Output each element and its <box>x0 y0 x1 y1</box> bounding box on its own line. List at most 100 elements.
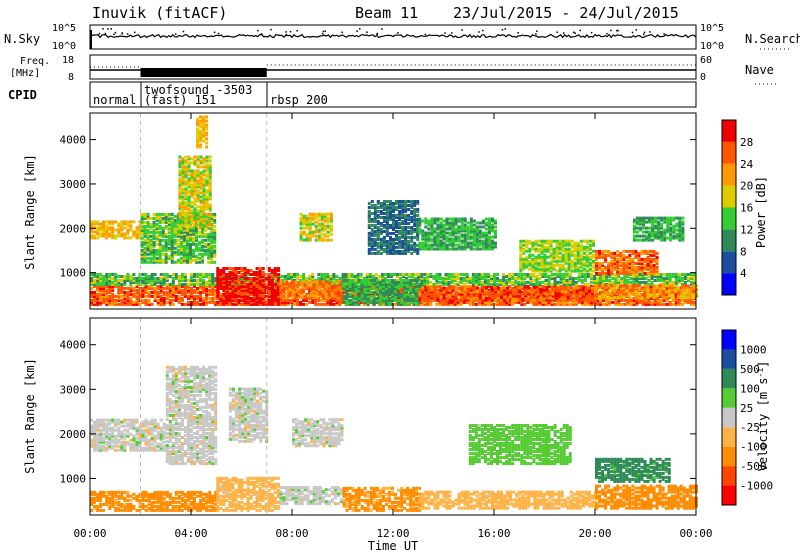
power-cell <box>591 292 594 296</box>
power-cell <box>462 300 466 304</box>
power-cell <box>421 296 425 300</box>
power-cell <box>105 228 109 232</box>
power-cell <box>114 236 118 240</box>
power-cell <box>610 267 614 271</box>
power-cell <box>417 302 421 306</box>
power-cell <box>399 288 403 292</box>
freq-tick-top: 18 <box>62 55 74 66</box>
power-cell <box>223 294 227 298</box>
power-cell <box>326 300 330 304</box>
power-cell <box>126 296 130 300</box>
power-cell <box>214 280 218 284</box>
power-cell <box>201 232 205 236</box>
power-cell <box>202 169 206 173</box>
power-cell <box>143 212 147 216</box>
power-cell <box>329 279 333 282</box>
power-cell <box>625 261 629 265</box>
power-cell <box>170 236 174 240</box>
power-cell <box>111 292 115 296</box>
power-cell <box>144 288 148 292</box>
power-cell <box>300 292 304 296</box>
power-cell <box>483 277 487 280</box>
power-cell <box>423 284 427 288</box>
power-cell <box>653 302 657 306</box>
power-cell <box>182 254 186 258</box>
power-cell <box>580 275 584 278</box>
power-cell <box>622 284 626 288</box>
power-cell <box>659 277 663 280</box>
power-cell <box>273 282 277 286</box>
power-cell <box>450 300 454 304</box>
power-cell <box>565 300 569 304</box>
power-cell <box>584 288 588 292</box>
power-cell <box>199 223 203 227</box>
power-cell <box>670 286 674 290</box>
power-cell <box>261 290 265 294</box>
power-cell <box>559 279 563 282</box>
power-cell <box>599 275 602 278</box>
power-cell <box>598 251 601 255</box>
power-cell <box>120 284 124 288</box>
power-cell <box>117 275 121 278</box>
power-cell <box>565 302 569 306</box>
power-cell <box>468 300 472 304</box>
power-cell <box>617 302 621 306</box>
power-cell <box>478 294 482 298</box>
power-cell <box>140 220 144 224</box>
power-cell <box>176 244 180 248</box>
power-cell <box>178 179 182 183</box>
power-cell <box>213 260 217 264</box>
power-cell <box>176 234 180 238</box>
power-cell <box>378 284 382 288</box>
power-cell <box>123 296 127 300</box>
power-cell <box>249 300 253 304</box>
power-cell <box>189 238 192 242</box>
power-cell <box>409 296 413 300</box>
power-cell <box>183 290 187 294</box>
power-cell <box>199 143 203 147</box>
power-cell <box>604 253 608 257</box>
power-cell <box>144 286 148 290</box>
power-cell <box>469 294 473 298</box>
power-cell <box>350 292 354 296</box>
power-cell <box>374 290 378 294</box>
power-cell <box>673 290 677 294</box>
power-cell <box>409 294 413 298</box>
power-cell <box>320 298 324 302</box>
power-cell <box>441 280 445 284</box>
power-cell <box>243 296 247 300</box>
power-cell <box>202 177 206 181</box>
power-cell <box>622 288 626 292</box>
power-cell <box>138 236 142 240</box>
power-cell <box>135 232 139 236</box>
power-cell <box>499 282 502 286</box>
nsearch-point <box>98 32 101 35</box>
power-cell <box>599 279 602 282</box>
power-cell <box>414 277 418 280</box>
power-cell <box>447 273 451 276</box>
power-cell <box>196 273 200 276</box>
power-cell <box>111 296 115 300</box>
power-cell <box>637 296 641 300</box>
power-cell <box>474 280 478 284</box>
power-cell <box>202 117 206 121</box>
power-cell <box>192 252 195 256</box>
power-cell <box>258 300 262 304</box>
power-cell <box>261 284 265 288</box>
power-cell <box>195 236 198 240</box>
power-cell <box>132 300 136 304</box>
power-cell <box>486 279 490 282</box>
power-cell <box>659 279 663 282</box>
power-cell <box>276 298 280 302</box>
power-cell <box>99 282 103 286</box>
power-cell <box>291 290 295 294</box>
power-cell <box>196 157 200 161</box>
power-cell <box>178 217 182 221</box>
power-cell <box>99 275 103 278</box>
power-cell <box>198 240 202 244</box>
power-cell <box>258 298 262 302</box>
power-cell <box>181 181 185 185</box>
power-cell <box>354 284 358 288</box>
power-cell <box>508 302 512 306</box>
power-cell <box>126 224 130 228</box>
